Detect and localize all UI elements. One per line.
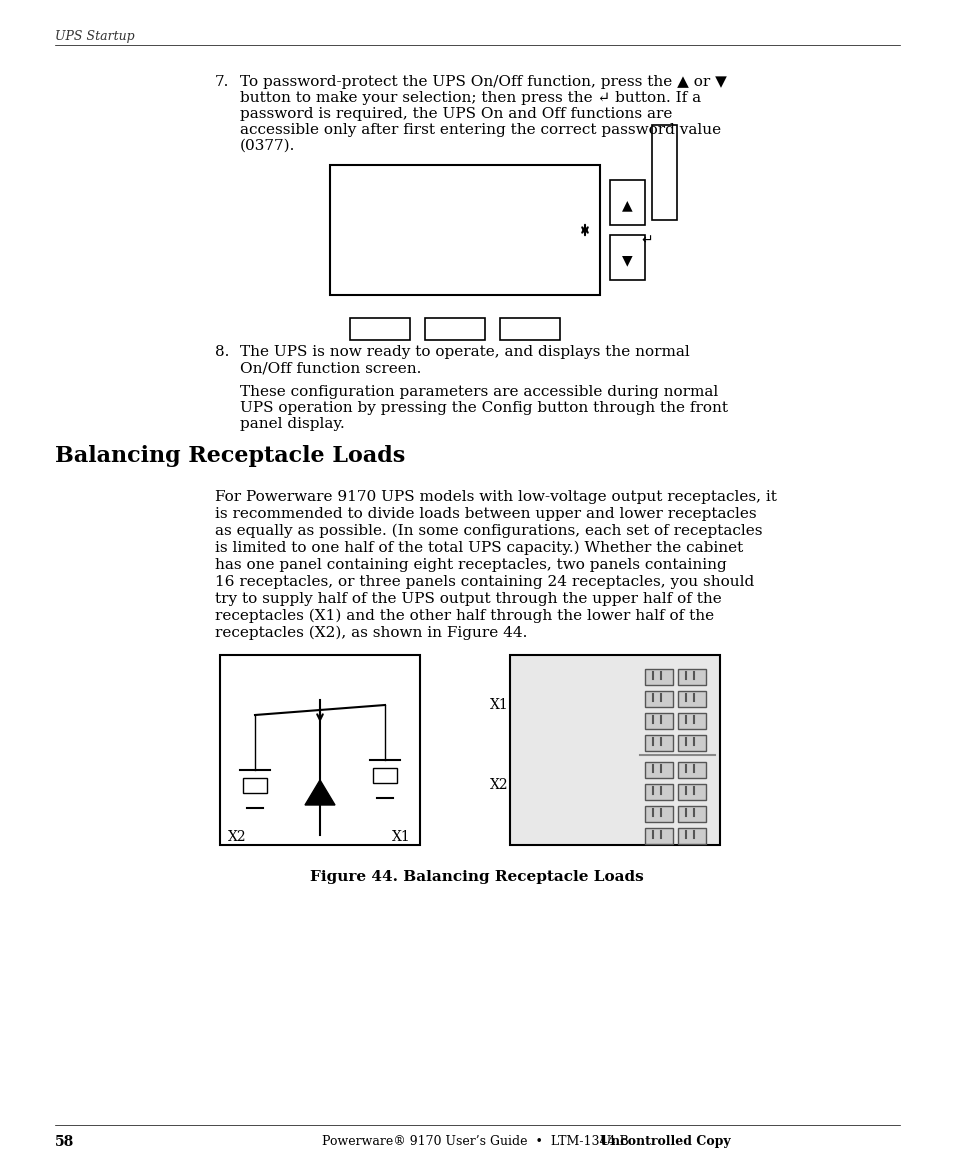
Text: The UPS is now ready to operate, and displays the normal: The UPS is now ready to operate, and dis… — [240, 345, 689, 359]
Bar — [350, 318, 410, 340]
Bar — [644, 735, 672, 751]
Bar — [609, 235, 644, 280]
Text: is limited to one half of the total UPS capacity.) Whether the cabinet: is limited to one half of the total UPS … — [214, 541, 742, 555]
Polygon shape — [305, 780, 335, 806]
Text: 16 receptacles, or three panels containing 24 receptacles, you should: 16 receptacles, or three panels containi… — [214, 575, 754, 589]
Text: Figure 44. Balancing Receptacle Loads: Figure 44. Balancing Receptacle Loads — [310, 870, 643, 884]
Text: These configuration parameters are accessible during normal: These configuration parameters are acces… — [240, 385, 718, 399]
Bar — [243, 778, 267, 793]
Bar — [644, 806, 672, 822]
Bar — [644, 691, 672, 707]
Text: receptacles (X1) and the other half through the lower half of the: receptacles (X1) and the other half thro… — [214, 608, 714, 624]
Text: Powerware® 9170 User’s Guide  •  LTM-1344 B: Powerware® 9170 User’s Guide • LTM-1344 … — [321, 1135, 632, 1149]
Text: 58: 58 — [55, 1135, 74, 1149]
Bar — [330, 165, 599, 296]
Text: Balancing Receptacle Loads: Balancing Receptacle Loads — [55, 445, 405, 467]
Text: On/Off function screen.: On/Off function screen. — [240, 360, 421, 376]
Text: For Powerware 9170 UPS models with low-voltage output receptacles, it: For Powerware 9170 UPS models with low-v… — [214, 490, 776, 504]
Bar — [373, 768, 396, 783]
Text: 7.: 7. — [214, 75, 229, 89]
Bar — [678, 691, 705, 707]
Bar — [424, 318, 484, 340]
Text: X1: X1 — [490, 698, 508, 712]
Bar — [651, 125, 677, 220]
Text: UPS operation by pressing the Config button through the front: UPS operation by pressing the Config but… — [240, 401, 727, 415]
Text: panel display.: panel display. — [240, 417, 344, 431]
Text: accessible only after first entering the correct password value: accessible only after first entering the… — [240, 123, 720, 137]
Text: as equally as possible. (In some configurations, each set of receptacles: as equally as possible. (In some configu… — [214, 524, 761, 539]
Bar — [678, 713, 705, 729]
Bar — [644, 828, 672, 844]
Bar — [499, 318, 559, 340]
Text: ▼: ▼ — [621, 253, 632, 267]
Text: try to supply half of the UPS output through the upper half of the: try to supply half of the UPS output thr… — [214, 592, 721, 606]
Bar — [644, 761, 672, 778]
Bar — [678, 735, 705, 751]
Text: ↵: ↵ — [640, 233, 652, 247]
Text: is recommended to divide loads between upper and lower receptacles: is recommended to divide loads between u… — [214, 506, 756, 522]
Bar — [644, 669, 672, 685]
Bar — [678, 761, 705, 778]
Text: To password-protect the UPS On/Off function, press the ▲ or ▼: To password-protect the UPS On/Off funct… — [240, 75, 726, 89]
Bar — [678, 783, 705, 800]
Text: password is required, the UPS On and Off functions are: password is required, the UPS On and Off… — [240, 107, 672, 121]
Bar — [220, 655, 419, 845]
Bar — [510, 655, 720, 845]
Bar — [678, 806, 705, 822]
Text: X2: X2 — [228, 830, 247, 844]
Text: X2: X2 — [490, 778, 508, 792]
Text: ▲: ▲ — [621, 198, 632, 212]
Text: has one panel containing eight receptacles, two panels containing: has one panel containing eight receptacl… — [214, 557, 726, 573]
Bar — [678, 669, 705, 685]
Bar — [678, 828, 705, 844]
Text: Uncontrolled Copy: Uncontrolled Copy — [599, 1135, 730, 1149]
Bar — [644, 713, 672, 729]
Bar — [609, 180, 644, 225]
Text: UPS Startup: UPS Startup — [55, 30, 134, 43]
Bar — [644, 783, 672, 800]
Text: 8.: 8. — [214, 345, 229, 359]
Text: X1: X1 — [392, 830, 411, 844]
Text: button to make your selection; then press the ↵ button. If a: button to make your selection; then pres… — [240, 92, 700, 105]
Text: (0377).: (0377). — [240, 139, 295, 153]
Text: receptacles (X2), as shown in Figure 44.: receptacles (X2), as shown in Figure 44. — [214, 626, 527, 641]
